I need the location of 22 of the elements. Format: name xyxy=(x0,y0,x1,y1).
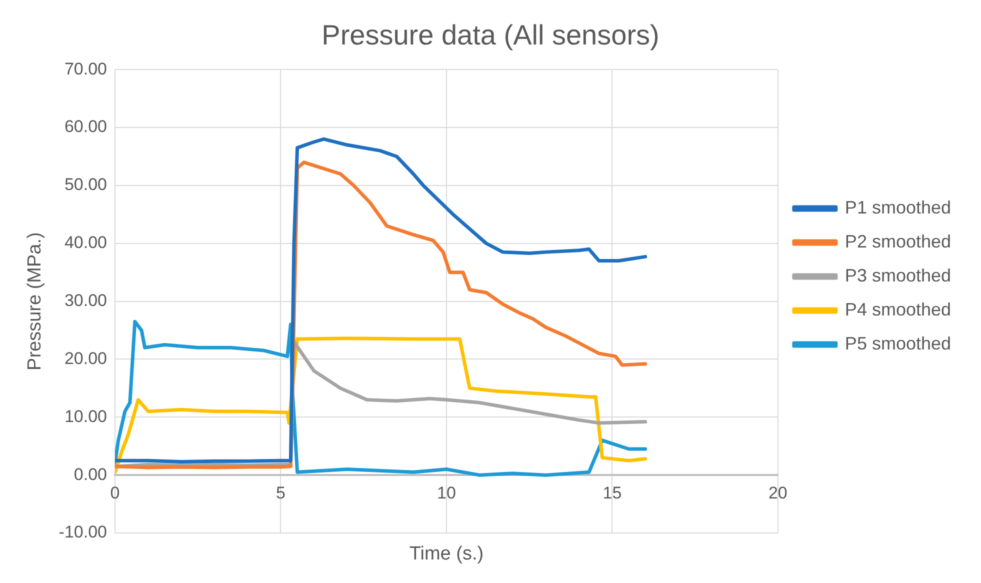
y-tick-label: 30.00 xyxy=(64,290,108,310)
y-axis-title: Pressure (MPa.) xyxy=(24,232,46,370)
x-tick-label: 0 xyxy=(110,483,120,502)
y-tick-label: 40.00 xyxy=(64,233,108,252)
y-tick-label: 20.00 xyxy=(64,348,108,368)
legend-label: P4 smoothed xyxy=(844,299,952,320)
y-tick-label: -10.00 xyxy=(58,522,108,542)
legend-label: P5 smoothed xyxy=(844,333,952,354)
legend-label: P1 smoothed xyxy=(844,197,952,218)
legend-label: P3 smoothed xyxy=(844,265,952,286)
x-tick-label: 10 xyxy=(437,483,456,502)
legend-label: P2 smoothed xyxy=(844,231,952,252)
x-axis-title: Time (s.) xyxy=(409,544,484,565)
y-tick-label: 60.00 xyxy=(64,117,108,136)
y-tick-label: 70.00 xyxy=(64,59,108,78)
x-tick-label: 15 xyxy=(602,483,622,502)
x-tick-label: 5 xyxy=(276,483,286,502)
y-tick-label: 50.00 xyxy=(64,175,108,194)
x-tick-label: 20 xyxy=(768,483,788,502)
y-tick-label: 0.00 xyxy=(74,464,108,484)
y-tick-label: 10.00 xyxy=(64,406,108,426)
chart-title: Pressure data (All sensors) xyxy=(322,20,660,51)
